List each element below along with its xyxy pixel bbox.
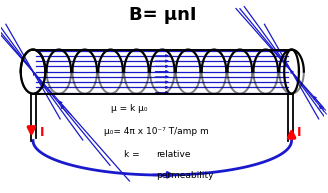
Text: I: I xyxy=(39,126,44,139)
Text: permeability: permeability xyxy=(156,171,213,180)
Text: k =: k = xyxy=(124,150,142,159)
Text: I: I xyxy=(297,126,302,139)
Text: μ₀= 4π x 10⁻⁷ T/amp m: μ₀= 4π x 10⁻⁷ T/amp m xyxy=(104,127,209,136)
Text: B= μnI: B= μnI xyxy=(129,6,196,25)
Text: relative: relative xyxy=(156,150,190,159)
Text: μ = k μ₀: μ = k μ₀ xyxy=(111,104,147,113)
